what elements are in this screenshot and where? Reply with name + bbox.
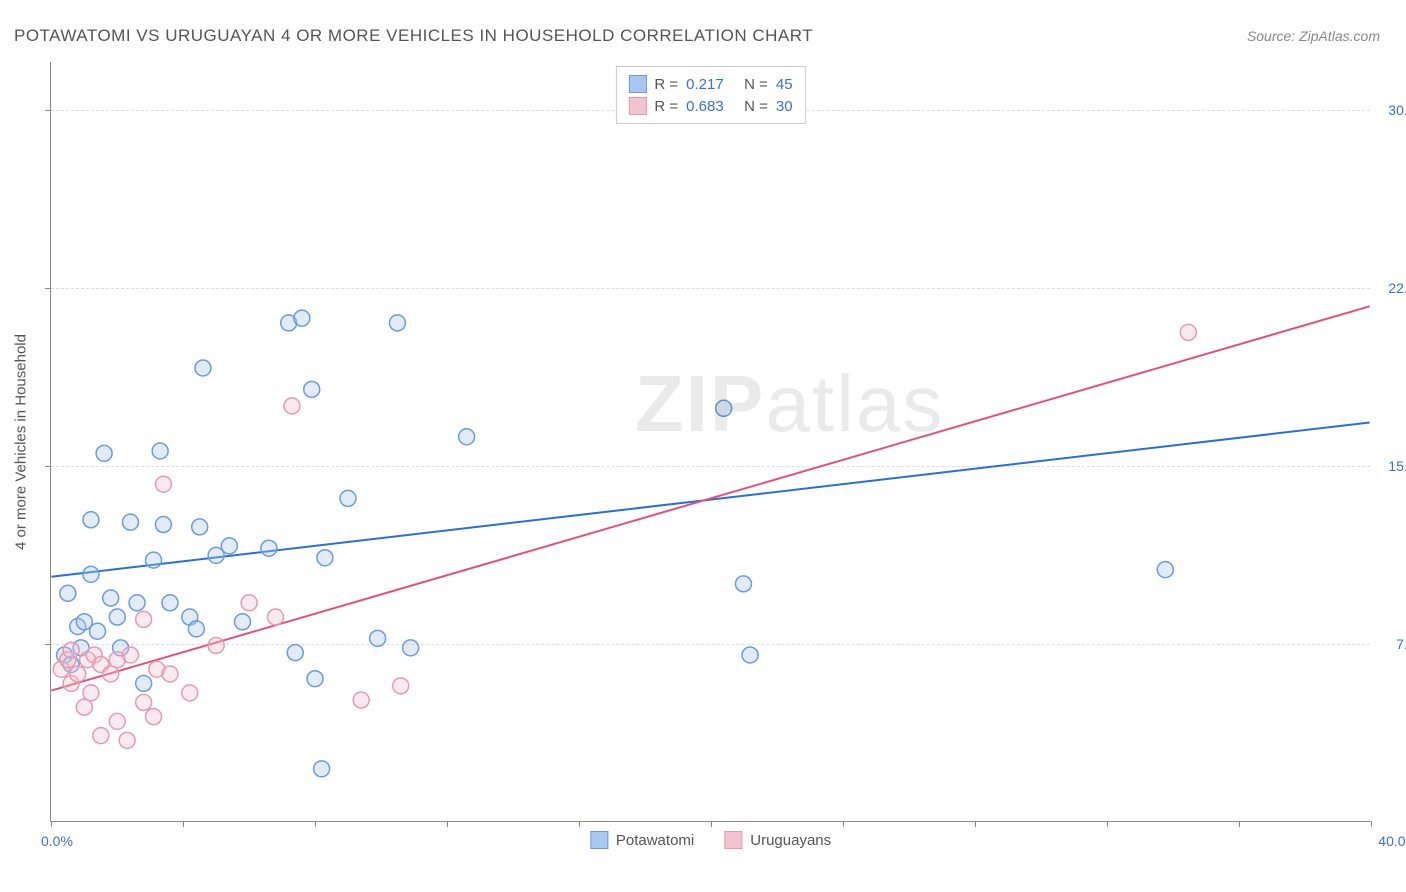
scatter-point — [208, 637, 224, 653]
scatter-point — [195, 360, 211, 376]
x-tick — [51, 821, 52, 827]
scatter-point — [122, 514, 138, 530]
scatter-point — [1180, 324, 1196, 340]
scatter-point — [162, 595, 178, 611]
legend-item-1: Uruguayans — [724, 831, 831, 849]
scatter-point — [735, 576, 751, 592]
scatter-point — [287, 645, 303, 661]
legend-swatch-1 — [724, 831, 742, 849]
scatter-point — [152, 443, 168, 459]
y-tick-label: 15.0% — [1388, 458, 1406, 474]
scatter-point — [103, 590, 119, 606]
scatter-point — [284, 398, 300, 414]
scatter-point — [122, 647, 138, 663]
scatter-point — [146, 709, 162, 725]
scatter-point — [60, 585, 76, 601]
scatter-point — [162, 666, 178, 682]
scatter-point — [182, 685, 198, 701]
scatter-point — [109, 713, 125, 729]
scatter-point — [459, 429, 475, 445]
scatter-point — [370, 630, 386, 646]
scatter-point — [192, 519, 208, 535]
stats-row-series-0: R = 0.217 N = 45 — [628, 73, 792, 95]
scatter-point — [304, 381, 320, 397]
scatter-point — [307, 671, 323, 687]
scatter-point — [83, 512, 99, 528]
x-tick — [843, 821, 844, 827]
scatter-point — [136, 611, 152, 627]
source-attribution: Source: ZipAtlas.com — [1247, 28, 1380, 44]
scatter-point — [267, 609, 283, 625]
stats-row-series-1: R = 0.683 N = 30 — [628, 95, 792, 117]
scatter-point — [188, 621, 204, 637]
scatter-point — [129, 595, 145, 611]
scatter-point — [389, 315, 405, 331]
scatter-point — [63, 642, 79, 658]
scatter-point — [353, 692, 369, 708]
scatter-svg — [51, 62, 1370, 821]
scatter-point — [1157, 562, 1173, 578]
scatter-point — [235, 614, 251, 630]
legend-label-1: Uruguayans — [750, 832, 831, 849]
scatter-point — [155, 517, 171, 533]
scatter-point — [90, 623, 106, 639]
scatter-point — [70, 666, 86, 682]
x-tick — [1371, 821, 1372, 827]
x-axis-end-label: 40.0% — [1378, 833, 1406, 849]
scatter-point — [716, 400, 732, 416]
legend-item-0: Potawatomi — [590, 831, 694, 849]
scatter-point — [241, 595, 257, 611]
x-tick — [447, 821, 448, 827]
y-axis-label: 4 or more Vehicles in Household — [13, 334, 30, 550]
scatter-point — [261, 540, 277, 556]
scatter-point — [136, 694, 152, 710]
scatter-point — [221, 538, 237, 554]
scatter-point — [83, 566, 99, 582]
series-legend: Potawatomi Uruguayans — [590, 831, 831, 849]
x-axis-start-label: 0.0% — [41, 833, 73, 849]
scatter-point — [83, 685, 99, 701]
x-tick — [1107, 821, 1108, 827]
scatter-point — [393, 678, 409, 694]
x-tick — [183, 821, 184, 827]
scatter-point — [155, 476, 171, 492]
scatter-point — [96, 445, 112, 461]
scatter-point — [294, 310, 310, 326]
regression-line — [51, 423, 1369, 577]
x-tick — [315, 821, 316, 827]
correlation-stats-box: R = 0.217 N = 45 R = 0.683 N = 30 — [615, 66, 805, 124]
y-tick-label: 22.5% — [1388, 280, 1406, 296]
scatter-point — [93, 728, 109, 744]
chart-title: POTAWATOMI VS URUGUAYAN 4 OR MORE VEHICL… — [14, 26, 813, 46]
x-tick — [711, 821, 712, 827]
chart-plot-area: 4 or more Vehicles in Household 7.5%15.0… — [50, 62, 1370, 822]
swatch-series-1 — [628, 97, 646, 115]
swatch-series-0 — [628, 75, 646, 93]
y-tick-label: 30.0% — [1388, 102, 1406, 118]
scatter-point — [742, 647, 758, 663]
x-tick — [1239, 821, 1240, 827]
legend-label-0: Potawatomi — [616, 832, 694, 849]
scatter-point — [317, 550, 333, 566]
scatter-point — [136, 675, 152, 691]
x-tick — [579, 821, 580, 827]
x-tick — [975, 821, 976, 827]
scatter-point — [314, 761, 330, 777]
legend-swatch-0 — [590, 831, 608, 849]
scatter-point — [109, 609, 125, 625]
y-tick-label: 7.5% — [1396, 636, 1406, 652]
scatter-point — [146, 552, 162, 568]
scatter-point — [340, 490, 356, 506]
scatter-point — [119, 732, 135, 748]
regression-line — [51, 306, 1369, 690]
scatter-point — [403, 640, 419, 656]
